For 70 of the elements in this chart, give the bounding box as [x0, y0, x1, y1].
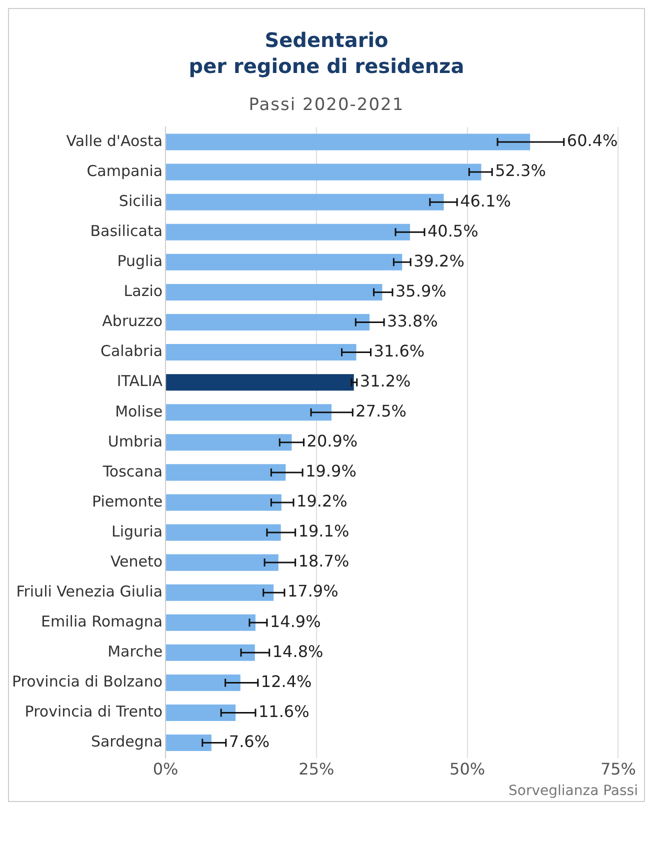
data-label: 31.2%: [360, 371, 411, 390]
y-tick-label: Emilia Romagna: [41, 612, 163, 631]
bar: [166, 224, 410, 240]
data-label: 14.9%: [270, 612, 321, 631]
y-tick-label: Sicilia: [118, 192, 163, 210]
bar: [166, 134, 530, 150]
x-tick-label: 25%: [298, 760, 334, 779]
bar: [166, 254, 402, 270]
bar: [166, 374, 354, 391]
bar: [166, 164, 482, 180]
x-tick-label: 50%: [450, 760, 486, 779]
data-label: 35.9%: [395, 281, 446, 300]
bar: [166, 524, 281, 541]
data-label: 46.1%: [460, 191, 511, 210]
y-tick-label: Toscana: [102, 462, 163, 480]
y-tick-label: Piemonte: [92, 492, 163, 510]
y-tick-label: Veneto: [110, 552, 163, 570]
y-tick-label: Calabria: [100, 342, 163, 360]
data-label: 31.6%: [374, 341, 425, 360]
data-label: 14.8%: [272, 642, 324, 661]
chart-subtitle: Passi 2020-2021: [248, 95, 406, 115]
bar: [166, 284, 382, 300]
y-tick-label: Basilicata: [90, 222, 163, 240]
data-label: 39.2%: [414, 251, 464, 270]
y-tick-label: Molise: [115, 402, 163, 420]
bar: [166, 464, 286, 481]
y-tick-label: Valle d'Aosta: [66, 132, 163, 150]
bar: [166, 404, 332, 421]
y-tick-label: Marche: [108, 642, 163, 661]
bar: [166, 584, 274, 601]
data-label: 18.7%: [298, 552, 350, 571]
data-label: 17.9%: [287, 582, 338, 601]
data-label: 40.5%: [427, 221, 478, 240]
x-tick-label: 75%: [600, 760, 636, 779]
data-label: 12.4%: [260, 672, 312, 691]
y-tick-label: Provincia di Trento: [24, 702, 163, 721]
y-tick-label: Campania: [86, 162, 163, 180]
y-tick-label: Umbria: [108, 432, 163, 450]
y-tick-label: Sardegna: [90, 732, 163, 751]
data-label: 60.4%: [566, 131, 618, 150]
data-label: 27.5%: [356, 402, 406, 421]
y-tick-label: Lazio: [124, 282, 163, 300]
y-tick-label: Friuli Venezia Giulia: [16, 582, 163, 600]
y-tick-label: Provincia di Bolzano: [12, 672, 163, 691]
y-tick-label: Puglia: [117, 252, 163, 270]
bar: [166, 434, 292, 451]
data-label: 19.1%: [298, 522, 350, 541]
text: Sorveglianza Passi: [508, 783, 639, 801]
bar: [166, 734, 212, 752]
bar: [166, 704, 236, 722]
bar: [166, 314, 370, 331]
x-tick-label: 0%: [152, 760, 178, 779]
data-label: 11.6%: [258, 702, 310, 721]
data-label: 20.9%: [306, 432, 358, 451]
data-label: 19.9%: [306, 462, 356, 481]
bar: [166, 344, 356, 361]
y-tick-label: Abruzzo: [102, 312, 163, 330]
bar: [166, 644, 255, 661]
bar: [166, 194, 444, 210]
chart-title: Sedentario per regione di residenza: [188, 27, 466, 79]
data-label: 7.6%: [228, 732, 270, 751]
data-label: 19.2%: [296, 492, 348, 511]
bar: [166, 554, 278, 571]
y-tick-label: ITALIA: [116, 372, 164, 390]
bar: [166, 674, 240, 691]
data-label: 52.3%: [495, 161, 546, 180]
data-label: 33.8%: [387, 311, 438, 330]
bar: [166, 614, 256, 631]
y-tick-label: Liguria: [111, 522, 163, 540]
bar: [166, 494, 282, 511]
